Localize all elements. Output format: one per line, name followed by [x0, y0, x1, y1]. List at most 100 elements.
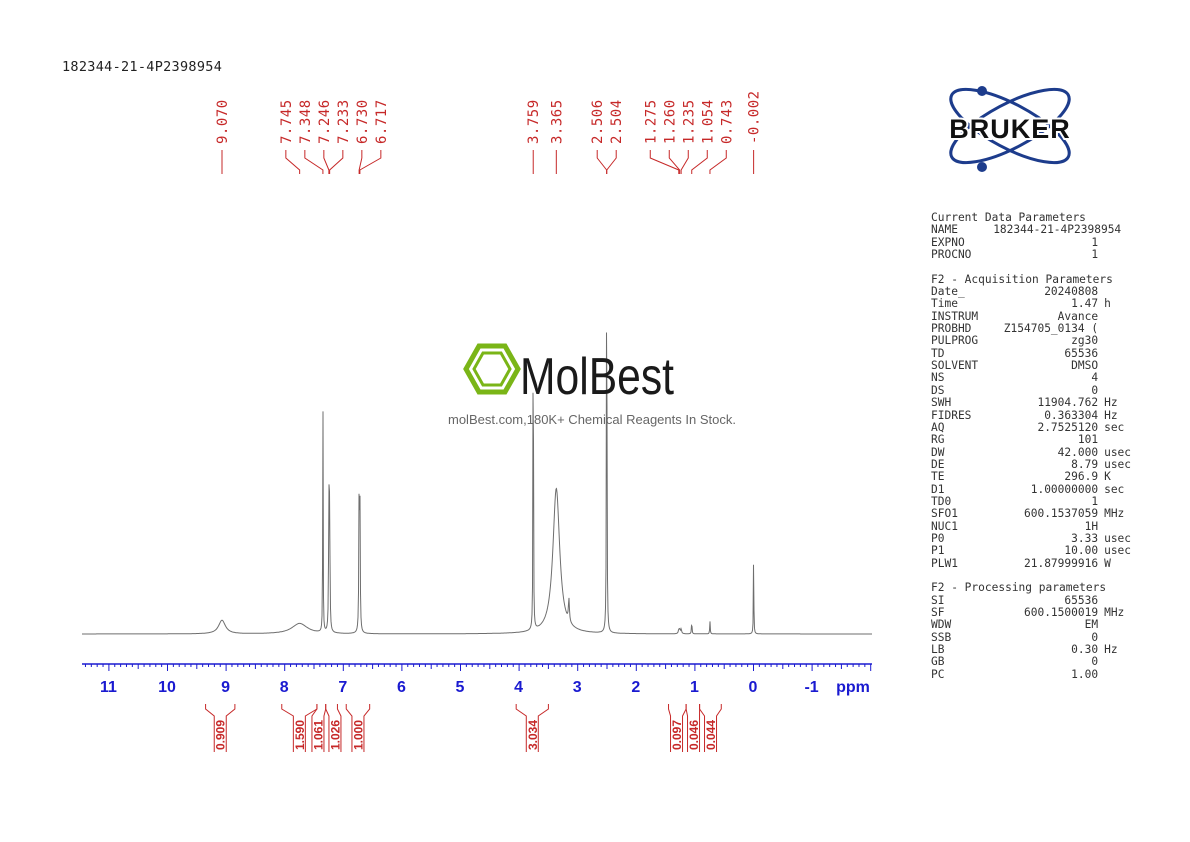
param-name: D1	[931, 482, 945, 496]
bruker-atom-icon	[949, 87, 1071, 165]
param-name: Time	[931, 297, 958, 311]
x-tick-label: 8	[280, 679, 289, 696]
param-row: SF 600.1500019 MHz	[931, 606, 1141, 619]
param-name: PROBHD	[931, 322, 972, 336]
peak-label: 6.730	[355, 99, 371, 144]
param-row: NS 4	[931, 372, 1141, 385]
peak-label: 1.275	[643, 99, 659, 144]
param-row: GB 0	[931, 655, 1141, 669]
current-params-list: NAME 182344-21-4P2398954 EXPNO 1 PROCNO 1	[931, 223, 1141, 262]
peak-label: 1.260	[662, 99, 678, 144]
peak-label-layer: 9.070 7.745 7.348 7.246 7.233 6.730 6.717 3.759…	[215, 90, 763, 174]
param-name: FIDRES	[931, 408, 972, 422]
x-tick-label: 6	[397, 679, 406, 696]
current-params-heading: Current Data Parameters	[931, 211, 1086, 224]
integral-label: 0.046	[687, 720, 701, 750]
param-name: P1	[931, 544, 945, 558]
molbest-logo: MolBest	[463, 343, 674, 400]
param-name: PULPROG	[931, 334, 979, 348]
integral-label: 0.097	[670, 720, 684, 750]
param-name: GB	[931, 655, 945, 669]
param-name: DE	[931, 457, 945, 471]
param-value: 1	[1091, 248, 1099, 262]
param-unit	[1098, 360, 1141, 372]
integral-bracket	[363, 704, 371, 752]
peak-leader	[691, 150, 708, 174]
param-value: 600.1537059	[1023, 507, 1099, 521]
peak-label: 3.759	[526, 99, 542, 144]
acquisition-parameters-panel: Current Data Parameters NAME 182344-21-4P…	[931, 211, 1141, 681]
integral-label: 0.909	[214, 720, 228, 750]
peak-leader	[596, 150, 608, 174]
param-row: D1 1.00000000 sec	[931, 482, 1141, 496]
param-value: 3.33	[1071, 531, 1099, 545]
electron-bottom-icon	[977, 162, 987, 172]
param-unit: Hz	[1104, 408, 1118, 422]
peak-label: 6.717	[374, 99, 390, 144]
integral-bracket	[668, 704, 672, 752]
param-name: SFO1	[931, 507, 958, 521]
param-row: PC 1.00	[931, 668, 1141, 681]
param-row: RG 101	[931, 433, 1141, 446]
param-value: 2.7525120	[1037, 420, 1099, 434]
param-name: SF	[931, 606, 945, 619]
param-value: 0	[1091, 383, 1099, 397]
peak-label: -0.002	[747, 90, 763, 144]
integral-bracket	[311, 704, 318, 752]
param-row: DS 0	[931, 383, 1141, 397]
param-value: 20240808	[1044, 285, 1099, 299]
param-name: TE	[931, 470, 945, 484]
param-row: SWH 11904.762 Hz	[931, 396, 1141, 410]
param-unit: usec	[1104, 544, 1132, 558]
integral-bracket	[325, 704, 330, 752]
proc-params-heading: F2 - Processing parameters	[931, 581, 1107, 595]
param-value: 0	[1091, 630, 1099, 644]
integral-label: 1.026	[328, 720, 342, 750]
param-unit: h	[1104, 297, 1111, 311]
param-name: Date_	[931, 285, 965, 299]
peak-label: 1.054	[700, 99, 716, 144]
peak-label: 7.348	[298, 99, 314, 144]
peak-leader	[649, 150, 680, 174]
sample-id: 182344-21-4P2398954	[62, 59, 223, 75]
param-value: 11904.762	[1037, 396, 1099, 410]
param-name: P0	[931, 531, 945, 545]
param-value: 182344-21-4P2398954	[993, 223, 1122, 237]
x-tick-label: 11	[100, 679, 117, 696]
param-value: 42.000	[1057, 445, 1099, 459]
param-row: SI 65536	[931, 593, 1141, 607]
param-value: 1	[1091, 494, 1099, 508]
integral-bracket	[281, 704, 294, 752]
param-row: DE 8.79 usec	[931, 457, 1141, 471]
integral-label: 1.000	[351, 720, 365, 750]
param-name: TD0	[931, 494, 952, 508]
x-tick-label: 7	[338, 679, 347, 696]
watermark: MolBest molBest.com,180K+ Chemical Reage…	[440, 340, 750, 435]
param-name: PLW1	[931, 556, 958, 570]
param-row: TD 65536	[931, 347, 1141, 360]
nmr-spectrum-chart: 9.070 7.745 7.348 7.246 7.233 6.730 6.717 3.759…	[82, 90, 872, 752]
integral-bracket	[515, 704, 527, 752]
param-unit	[1098, 335, 1141, 347]
param-row: PROCNO 1	[931, 248, 1141, 262]
peak-label: 3.365	[549, 99, 565, 144]
integral-bracket	[537, 704, 549, 752]
peak-label: 7.246	[317, 99, 333, 144]
integral-label: 0.044	[704, 720, 718, 750]
param-unit	[1098, 669, 1141, 681]
param-row: FIDRES 0.363304 Hz	[931, 408, 1141, 422]
param-value: 65536	[1064, 593, 1099, 607]
param-row: PLW1 21.87999916 W	[931, 556, 1141, 570]
peak-label: 0.743	[719, 99, 735, 144]
param-unit: W	[1104, 556, 1111, 570]
param-row: PROBHD Z154705_0134 (	[931, 322, 1141, 336]
param-row: NAME 182344-21-4P2398954	[931, 223, 1141, 237]
integral-bracket	[205, 704, 215, 752]
param-value: zg30	[1071, 334, 1099, 348]
param-name: PROCNO	[931, 248, 972, 262]
bruker-logo: BRUKER	[947, 86, 1072, 172]
x-tick-label: 10	[158, 679, 176, 696]
param-unit: MHz	[1104, 606, 1125, 619]
param-unit	[1099, 224, 1141, 236]
param-row: WDW EM	[931, 618, 1141, 631]
